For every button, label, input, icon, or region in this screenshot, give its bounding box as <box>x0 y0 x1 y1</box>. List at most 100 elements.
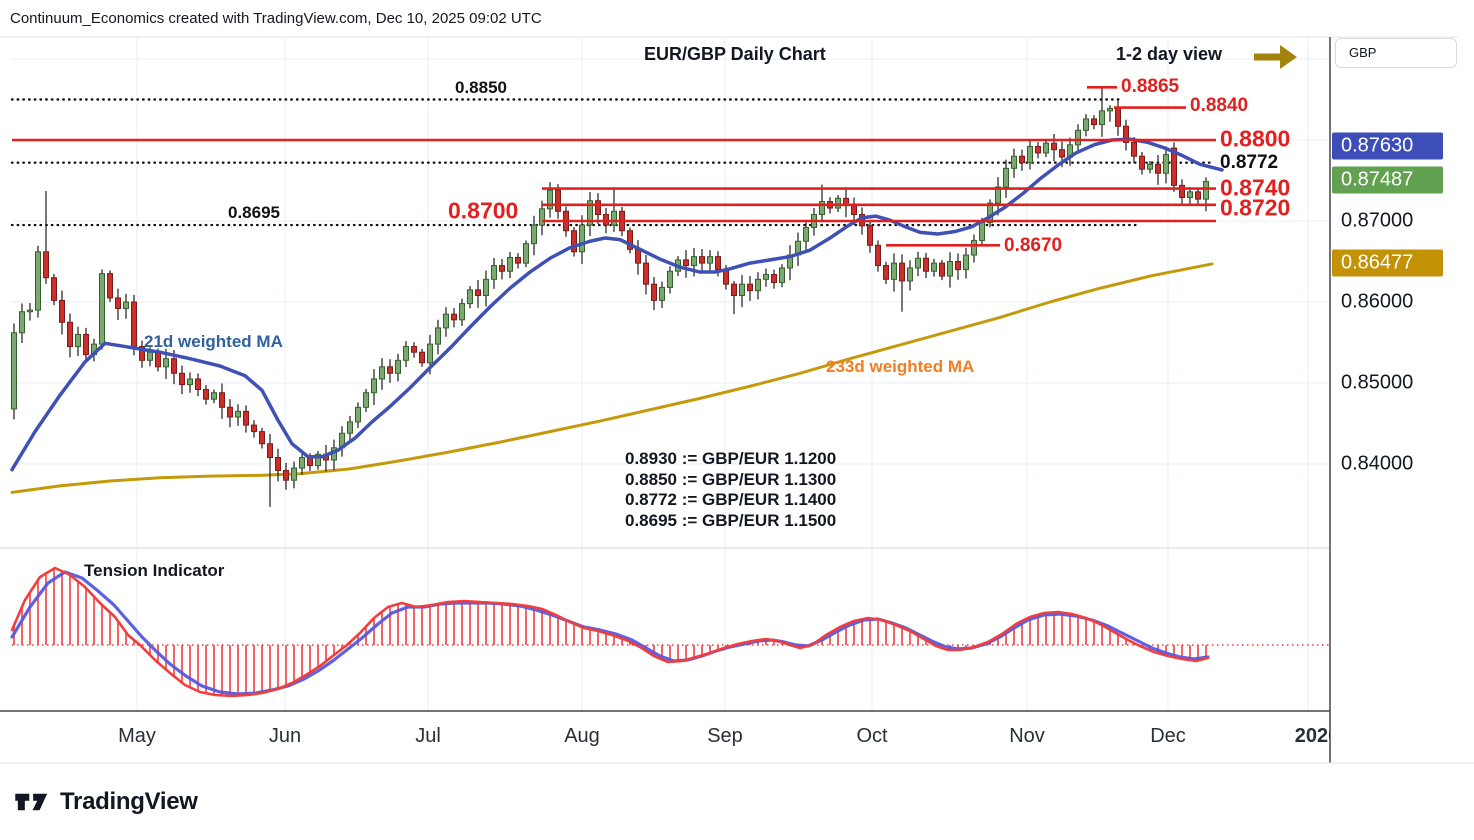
candle-body <box>459 303 465 321</box>
candle-body <box>731 283 737 297</box>
candle-body <box>659 286 665 301</box>
candle-body <box>59 299 65 323</box>
candle-body <box>155 351 161 368</box>
candle-body <box>891 262 897 280</box>
candle-body <box>515 256 521 264</box>
candle-body <box>499 265 505 272</box>
view-note: 1-2 day view <box>1116 44 1223 64</box>
candle-body <box>411 346 417 353</box>
candle-body <box>19 311 25 334</box>
candle-body <box>1107 107 1113 112</box>
candle-body <box>1115 107 1121 127</box>
candle-body <box>883 265 889 280</box>
candle-body <box>403 346 409 361</box>
candle-body <box>179 372 185 386</box>
candle-body <box>931 262 937 272</box>
candle-body <box>819 201 825 216</box>
candle-body <box>1171 147 1177 186</box>
candle-body <box>315 453 321 467</box>
price-axis-tick: 0.87000 <box>1341 209 1414 232</box>
candle-body <box>1083 118 1089 131</box>
candle-body <box>939 262 945 277</box>
candle-body <box>451 313 457 321</box>
candle-body <box>43 251 49 279</box>
month-label: Sep <box>707 725 743 747</box>
conversion-note: 0.8930 := GBP/EUR 1.1200 <box>625 449 837 468</box>
conversion-note: 0.8772 := GBP/EUR 1.1400 <box>625 490 837 509</box>
candle-body <box>355 406 361 423</box>
candle-body <box>307 457 313 467</box>
candle-body <box>115 297 121 309</box>
candle-body <box>147 351 153 361</box>
price-badge: 0.87487 <box>1332 166 1443 194</box>
candle-body <box>99 273 105 345</box>
conversion-note: 0.8850 := GBP/EUR 1.1300 <box>625 469 837 489</box>
candle-body <box>979 222 985 241</box>
candle-body <box>275 457 281 471</box>
symbol-box[interactable]: GBP <box>1335 38 1457 68</box>
candle-body <box>235 410 241 418</box>
candle-body <box>595 200 601 216</box>
price-level-label: 0.8740 <box>1220 174 1291 201</box>
candle-body <box>699 256 705 264</box>
candle-body <box>1075 129 1081 146</box>
month-label: Aug <box>564 725 600 747</box>
candle-body <box>1163 154 1169 174</box>
chart-title: EUR/GBP Daily Chart <box>644 44 826 64</box>
candle-body <box>435 327 441 345</box>
candle-body <box>771 273 777 284</box>
candle-body <box>171 358 177 374</box>
candle-body <box>347 421 353 434</box>
tradingview-logo[interactable]: TradingView <box>14 785 198 819</box>
candle-body <box>739 283 745 297</box>
candle-body <box>475 289 481 297</box>
candle-body <box>955 261 961 271</box>
candle-body <box>123 301 129 309</box>
month-label: Jun <box>268 725 302 747</box>
candle-body <box>283 469 289 481</box>
price-level-label: 0.8700 <box>448 197 519 224</box>
candle-body <box>987 202 993 224</box>
candle-body <box>483 278 489 297</box>
candle-body <box>667 270 673 288</box>
ma233-label: 233d weighted MA <box>826 357 975 376</box>
candle-body <box>195 378 201 390</box>
candle-body <box>371 378 377 394</box>
candle-body <box>547 189 553 210</box>
candle-body <box>363 392 369 408</box>
candle-body <box>379 366 385 380</box>
candle-body <box>1099 110 1105 126</box>
candle-body <box>651 283 657 301</box>
candle-body <box>1091 118 1097 126</box>
candle-body <box>243 410 249 426</box>
candle-body <box>555 189 561 212</box>
candle-body <box>1043 142 1049 154</box>
month-label: Nov <box>1009 725 1045 747</box>
candle-body <box>1019 155 1025 164</box>
price-axis[interactable]: 0.87000 0.86000 0.85000 0.84000 0.87630 0.874… <box>1331 37 1474 763</box>
candle-body <box>67 321 73 348</box>
candle-body <box>531 224 537 245</box>
candle-body <box>579 224 585 253</box>
price-level-label: 0.8772 <box>1220 152 1279 173</box>
tradingview-logo-text: TradingView <box>60 788 198 815</box>
time-axis[interactable]: May Jun Jul Aug Sep Oct Nov Dec 2026 <box>0 712 1330 762</box>
candle-body <box>1035 145 1041 154</box>
price-level-label: 0.8840 <box>1190 95 1249 116</box>
candle-body <box>947 261 953 277</box>
candle-body <box>867 225 873 246</box>
candle-body <box>539 208 545 226</box>
candle-body <box>1131 141 1137 157</box>
month-label: May <box>118 725 156 747</box>
candle-body <box>1059 149 1065 158</box>
candle-body <box>835 197 841 209</box>
candle-body <box>715 256 721 271</box>
candle-body <box>1187 191 1193 199</box>
candle-body <box>107 273 113 299</box>
candle-body <box>1139 155 1145 170</box>
price-level-label: 0.8850 <box>455 78 507 97</box>
candle-body <box>779 267 785 284</box>
tension-red-line <box>10 566 1210 698</box>
candle-body <box>1147 163 1153 170</box>
